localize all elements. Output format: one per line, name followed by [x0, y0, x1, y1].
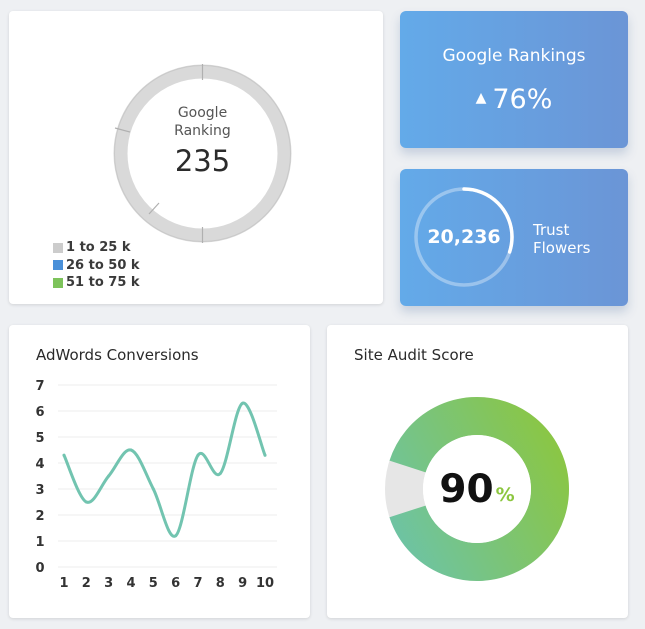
kpi-value: 76%	[492, 84, 553, 115]
data-point	[129, 448, 133, 452]
x-tick-label: 8	[216, 576, 225, 591]
trust-label: Trust Flowers	[533, 221, 590, 257]
legend-label: 26 to 50 k	[66, 257, 140, 273]
data-point	[218, 471, 222, 475]
legend-swatch	[53, 242, 63, 253]
legend-item: 26 to 50 k	[53, 257, 140, 275]
data-point	[84, 500, 88, 504]
x-tick-label: 7	[193, 576, 202, 591]
y-tick-label: 2	[35, 509, 44, 524]
audit-title: Site Audit Score	[354, 346, 474, 364]
x-tick-label: 3	[104, 576, 113, 591]
y-tick-label: 0	[35, 561, 44, 576]
data-point	[241, 401, 245, 405]
ranking-legend: 1 to 25 k 26 to 50 k 51 to 75 k	[53, 239, 140, 294]
conversions-series-line	[62, 401, 267, 538]
ranking-donut-center: Google Ranking 235	[105, 56, 300, 251]
data-point	[107, 474, 111, 478]
legend-swatch	[53, 277, 63, 288]
ranking-value: 235	[174, 144, 231, 178]
y-tick-label: 4	[35, 457, 44, 472]
x-tick-label: 4	[126, 576, 135, 591]
trust-value: 20,236	[427, 226, 501, 248]
ranking-title-line1: Google	[177, 105, 228, 121]
trust-label-line1: Trust	[533, 221, 570, 239]
y-tick-label: 7	[35, 379, 44, 394]
ranking-title-line2: Ranking	[174, 123, 231, 139]
x-tick-label: 5	[149, 576, 158, 591]
x-tick-label: 6	[171, 576, 180, 591]
trust-progress-arc	[414, 187, 514, 287]
data-point	[62, 453, 66, 457]
trust-progress-ring	[414, 187, 514, 287]
trust-flowers-card: 20,236 Trust Flowers	[400, 169, 628, 306]
y-tick-label: 1	[35, 535, 44, 550]
x-tick-label: 1	[59, 576, 68, 591]
x-tick-label: 2	[82, 576, 91, 591]
ranking-donut-ring	[113, 64, 292, 243]
data-point	[174, 534, 178, 538]
legend-label: 1 to 25 k	[66, 240, 131, 256]
y-tick-label: 6	[35, 405, 44, 420]
google-ranking-card: Google Ranking 235 1 to 25 k 26 to 50 k …	[9, 11, 383, 304]
legend-swatch	[53, 260, 63, 271]
legend-item: 51 to 75 k	[53, 274, 140, 292]
x-tick-label: 10	[256, 576, 274, 591]
x-tick-label: 9	[238, 576, 247, 591]
y-tick-label: 3	[35, 483, 44, 498]
kpi-value-row: ▲ 76%	[400, 84, 628, 115]
google-rankings-kpi-card: Google Rankings ▲ 76%	[400, 11, 628, 148]
audit-unit: %	[495, 484, 515, 506]
triangle-up-icon: ▲	[475, 89, 487, 106]
legend-item: 1 to 25 k	[53, 239, 140, 257]
legend-label: 51 to 75 k	[66, 275, 140, 291]
data-point	[196, 453, 200, 457]
adwords-title: AdWords Conversions	[36, 346, 199, 364]
ranking-donut: Google Ranking 235	[105, 56, 300, 251]
audit-score-value: 90%	[382, 394, 572, 584]
audit-number: 90	[439, 466, 494, 512]
y-tick-label: 5	[35, 431, 44, 446]
trust-label-line2: Flowers	[533, 239, 591, 257]
audit-score-ring	[385, 397, 569, 581]
site-audit-score-card: Site Audit Score 90%	[327, 325, 628, 618]
adwords-conversions-card: AdWords Conversions 0 1 2 3 4 5 6 7 1 2 3 4 5 6 7 8 9 10	[9, 325, 310, 618]
data-point	[151, 487, 155, 491]
kpi-title: Google Rankings	[442, 46, 586, 66]
ranking-donut-title: Google Ranking	[105, 104, 300, 140]
data-point	[263, 453, 267, 457]
